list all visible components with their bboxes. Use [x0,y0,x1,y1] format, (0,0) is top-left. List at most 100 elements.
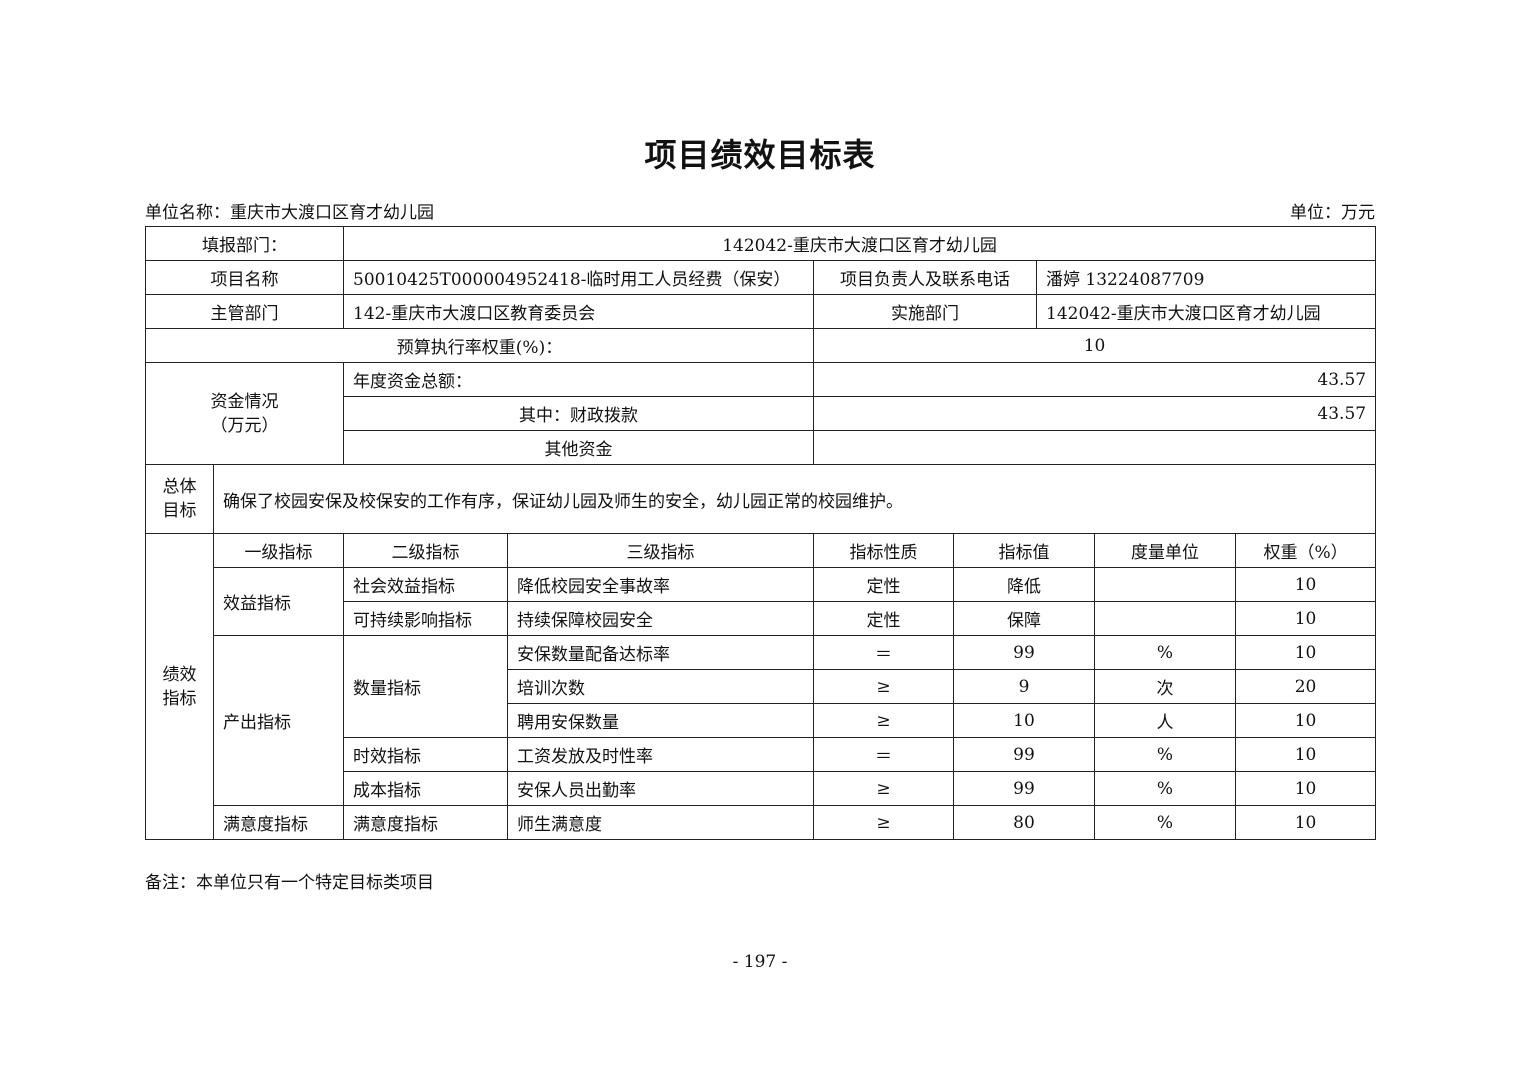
header-nature: 指标性质 [813,533,954,568]
value-cell: 80 [953,805,1095,840]
goal-label: 总体 目标 [145,464,214,534]
nature-cell: ≥ [813,771,954,806]
impl-dept: 142042-重庆市大渡口区育才幼儿园 [1035,294,1377,329]
weight-cell: 10 [1234,771,1377,806]
unit-cell [1094,601,1236,636]
weight-cell: 10 [1234,635,1377,670]
overall-goal: 确保了校园安保及校保安的工作有序，保证幼儿园及师生的安全，幼儿园正常的校园维护。 [212,464,1377,534]
nature-cell: ＝ [813,635,954,670]
table-row: 预算执行率权重(%)： 10 [145,328,1377,363]
budget-weight-label: 预算执行率权重(%)： [145,328,814,363]
header-level1: 一级指标 [213,533,344,568]
table-row: 时效指标 工资发放及时性率 ＝ 99 % 10 [146,737,1377,772]
project-name-label: 项目名称 [145,260,344,295]
table-row: 培训次数 ≥ 9 次 20 [146,669,1377,704]
weight-cell: 10 [1234,737,1377,772]
value-cell: 10 [953,703,1095,738]
level2-cell: 可持续影响指标 [343,601,508,636]
weight-cell: 10 [1234,805,1377,840]
table-row: 主管部门 142-重庆市大渡口区教育委员会 实施部门 142042-重庆市大渡口… [145,294,1377,329]
level3-cell: 师生满意度 [507,805,814,840]
table-row: 聘用安保数量 ≥ 10 人 10 [146,703,1377,738]
level1-cell: 效益指标 [213,567,344,636]
table-row: 成本指标 安保人员出勤率 ≥ 99 % 10 [146,771,1377,806]
weight-cell: 10 [1234,567,1377,602]
level3-cell: 聘用安保数量 [507,703,814,738]
value-cell: 保障 [953,601,1095,636]
other-label: 其他资金 [343,430,814,465]
supervisor: 142-重庆市大渡口区教育委员会 [343,294,814,329]
perf-label: 绩效 指标 [145,533,214,840]
table-row: 资金情况 （万元） 年度资金总额： 43.57 [145,362,1377,465]
header-level2: 二级指标 [343,533,508,568]
header-weight: 权重（%） [1234,533,1377,568]
level2-cell: 时效指标 [343,737,508,772]
unit-name: 单位名称：重庆市大渡口区育才幼儿园 [145,203,434,223]
level2-cell: 成本指标 [343,771,508,806]
value-cell: 降低 [953,567,1095,602]
level3-cell: 降低校园安全事故率 [507,567,814,602]
page-number: - 197 - [732,952,788,972]
nature-cell: ≥ [813,805,954,840]
value-cell: 9 [953,669,1095,704]
table-row: 填报部门： 142042-重庆市大渡口区育才幼儿园 [145,226,1377,261]
level1-cell: 满意度指标 [213,805,344,840]
supervisor-label: 主管部门 [145,294,344,329]
level2-cell: 满意度指标 [343,805,508,840]
goal-label-1: 总体 [162,477,197,497]
funds-label-text: 资金情况 [210,391,279,412]
contact-label: 项目负责人及联系电话 [813,260,1037,295]
nature-cell: 定性 [813,567,954,602]
table-row: 其中：财政拨款 43.57 [146,396,1377,431]
value-cell: 99 [953,771,1095,806]
project-name: 50010425T000004952418-临时用工人员经费（保安） [343,260,814,295]
remark: 备注：本单位只有一个特定目标类项目 [145,873,434,893]
nature-cell: ＝ [813,737,954,772]
perf-label-1: 绩效 [162,664,197,685]
table-row: 效益指标 社会效益指标 降低校园安全事故率 定性 降低 10 [146,567,1377,636]
impl-label: 实施部门 [813,294,1037,329]
table-row: 产出指标 数量指标 安保数量配备达标率 ＝ 99 % 10 [146,635,1377,806]
budget-weight: 10 [812,328,1377,363]
level3-cell: 工资发放及时性率 [507,737,814,772]
annual-total: 43.57 [812,362,1377,397]
header-unit: 度量单位 [1094,533,1236,568]
weight-cell: 10 [1234,601,1377,636]
currency-unit: 单位：万元 [1290,203,1375,223]
contact: 潘婷 13224087709 [1035,260,1377,295]
fiscal: 43.57 [812,396,1377,431]
weight-cell: 20 [1234,669,1377,704]
unit-cell: 人 [1094,703,1236,738]
header-value: 指标值 [953,533,1095,568]
fill-dept-label: 填报部门： [145,226,344,261]
level3-cell: 安保人员出勤率 [507,771,814,806]
unit-cell: % [1094,805,1236,840]
perf-label-2: 指标 [162,688,197,709]
unit-cell [1094,567,1236,602]
nature-cell: ≥ [813,669,954,704]
table-row: 其他资金 [146,430,1377,465]
unit-cell: 次 [1094,669,1236,704]
fiscal-label: 其中：财政拨款 [343,396,814,431]
annual-total-label: 年度资金总额： [343,362,814,397]
table-row: 项目名称 50010425T000004952418-临时用工人员经费（保安） … [145,260,1377,295]
goal-label-2: 目标 [162,501,197,521]
performance-table: 填报部门： 142042-重庆市大渡口区育才幼儿园 项目名称 50010425T… [145,226,1377,840]
unit-cell: % [1094,737,1236,772]
unit-cell: % [1094,771,1236,806]
funds-unit: （万元） [210,415,279,436]
level1-cell: 产出指标 [213,635,344,806]
level3-cell: 安保数量配备达标率 [507,635,814,670]
level3-cell: 持续保障校园安全 [507,601,814,636]
funds-label: 资金情况 （万元） [145,362,344,465]
weight-cell: 10 [1234,703,1377,738]
page-title: 项目绩效目标表 [644,136,876,174]
fill-dept: 142042-重庆市大渡口区育才幼儿园 [342,226,1377,261]
nature-cell: 定性 [813,601,954,636]
level3-cell: 培训次数 [507,669,814,704]
level2-cell: 社会效益指标 [343,567,508,602]
level2-cell: 数量指标 [343,635,508,738]
value-cell: 99 [953,635,1095,670]
unit-cell: % [1094,635,1236,670]
table-header-row: 绩效 指标 一级指标 二级指标 三级指标 指标性质 指标值 度量单位 权重（%） [145,533,1377,840]
